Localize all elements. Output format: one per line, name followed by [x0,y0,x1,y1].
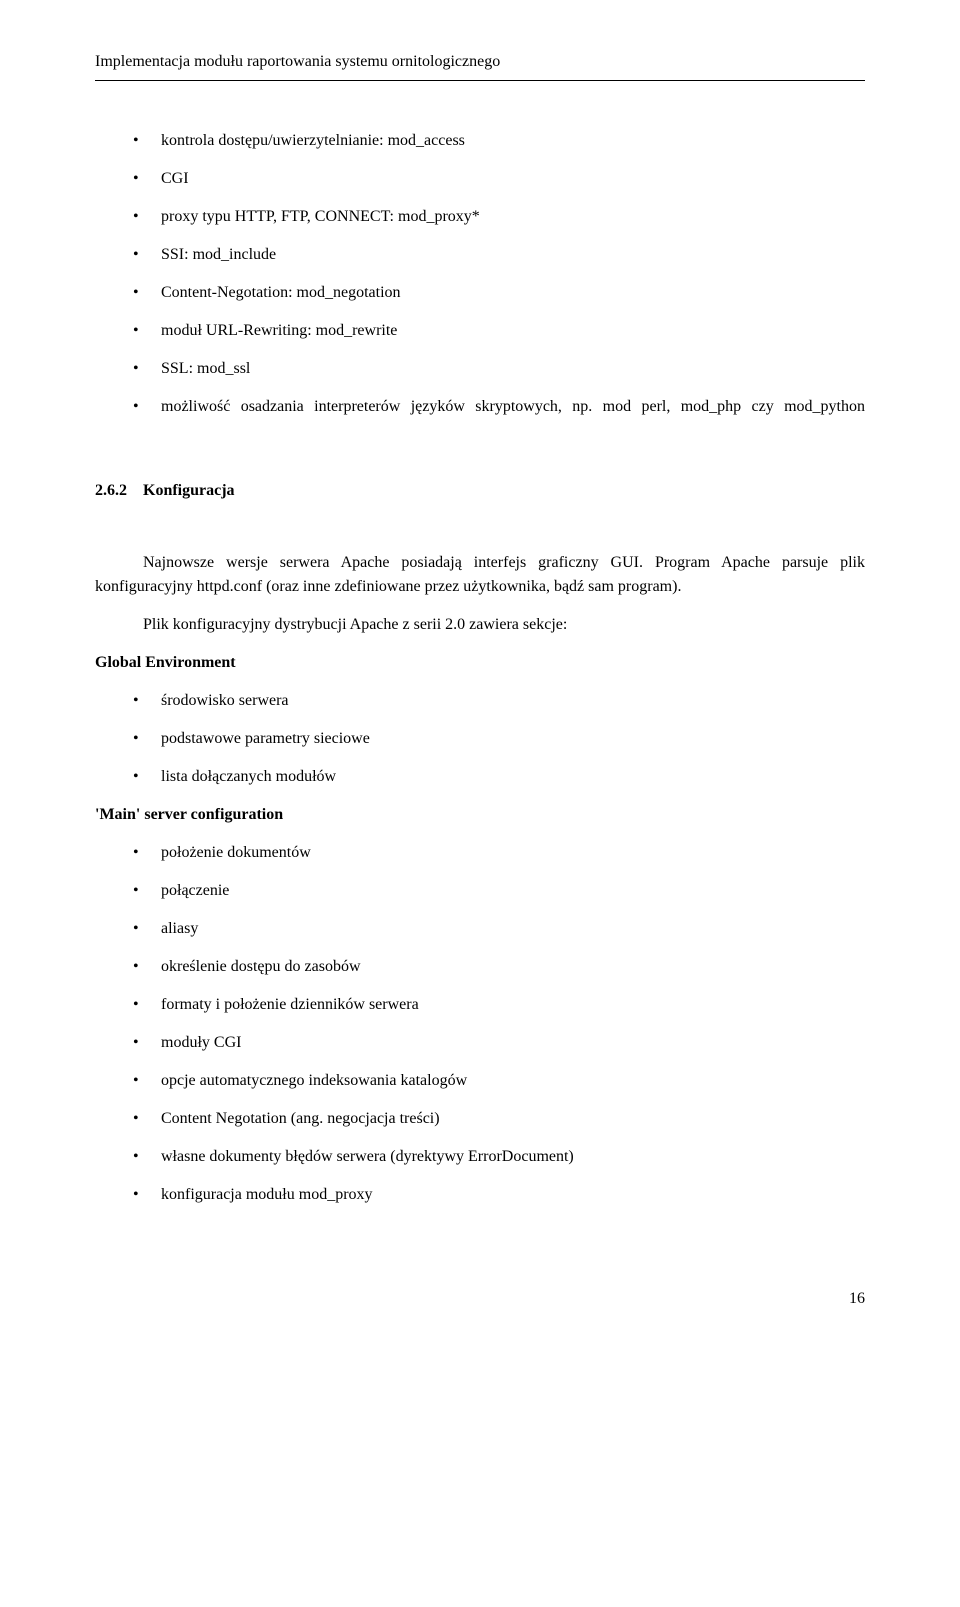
subsection-heading: Global Environment [95,651,865,675]
section-title: Konfiguracja [143,482,235,499]
list-item: lista dołączanych modułów [133,765,865,789]
list-item: opcje automatycznego indeksowania katalo… [133,1069,865,1093]
list-item: formaty i położenie dzienników serwera [133,993,865,1017]
list-item: moduł URL-Rewriting: mod_rewrite [133,319,865,343]
top-feature-list: kontrola dostępu/uwierzytelnianie: mod_a… [95,129,865,419]
section-heading: 2.6.2 Konfiguracja [95,479,865,503]
list-item: konfiguracja modułu mod_proxy [133,1183,865,1207]
paragraph: Najnowsze wersje serwera Apache posiadaj… [95,551,865,599]
list-item: określenie dostępu do zasobów [133,955,865,979]
global-env-list: środowisko serwera podstawowe parametry … [95,689,865,789]
list-item: CGI [133,167,865,191]
list-item: Content Negotation (ang. negocjacja treś… [133,1107,865,1131]
list-item: moduły CGI [133,1031,865,1055]
list-item: kontrola dostępu/uwierzytelnianie: mod_a… [133,129,865,153]
list-item: podstawowe parametry sieciowe [133,727,865,751]
main-server-list: położenie dokumentów połączenie aliasy o… [95,841,865,1207]
list-item: środowisko serwera [133,689,865,713]
list-item: aliasy [133,917,865,941]
page-header: Implementacja modułu raportowania system… [95,50,865,81]
list-item: położenie dokumentów [133,841,865,865]
list-item: SSI: mod_include [133,243,865,267]
list-item: SSL: mod_ssl [133,357,865,381]
section-number: 2.6.2 [95,482,127,499]
paragraph: Plik konfiguracyjny dystrybucji Apache z… [95,613,865,637]
list-item: możliwość osadzania interpreterów językó… [133,395,865,419]
list-item: połączenie [133,879,865,903]
subsection-heading: 'Main' server configuration [95,803,865,827]
list-item: własne dokumenty błędów serwera (dyrekty… [133,1145,865,1169]
list-item: proxy typu HTTP, FTP, CONNECT: mod_proxy… [133,205,865,229]
page-number: 16 [95,1287,865,1311]
list-item: Content-Negotation: mod_negotation [133,281,865,305]
